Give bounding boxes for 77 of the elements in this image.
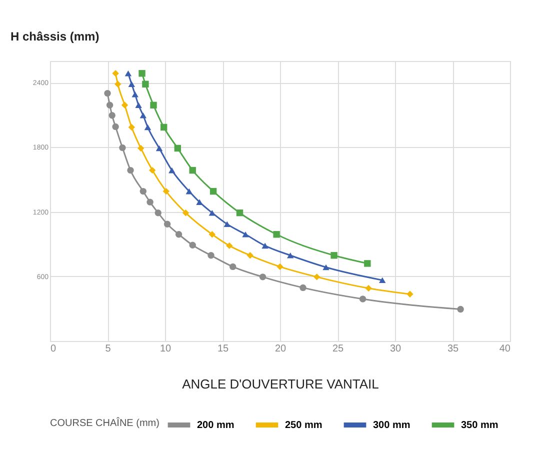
point <box>186 188 193 194</box>
point <box>259 274 266 280</box>
point <box>229 263 236 270</box>
point <box>189 242 196 248</box>
point <box>276 263 284 270</box>
point <box>114 80 122 88</box>
point <box>365 284 372 292</box>
point <box>154 210 162 216</box>
point <box>144 124 152 130</box>
point <box>313 274 320 280</box>
x-tick-label: 30 <box>390 344 402 354</box>
point <box>168 167 176 174</box>
x-tick-label: 0 <box>50 344 56 354</box>
x-tick-label: 25 <box>332 344 344 354</box>
point <box>406 290 414 298</box>
point <box>121 102 128 109</box>
x-tick-label: 5 <box>105 344 112 354</box>
point <box>322 264 330 270</box>
point <box>242 231 249 238</box>
point <box>164 220 171 228</box>
point <box>262 242 268 249</box>
point <box>128 124 136 131</box>
point <box>208 231 216 238</box>
x-tick-label: 20 <box>274 344 286 354</box>
point <box>112 70 119 77</box>
point <box>135 102 142 108</box>
point <box>156 145 163 152</box>
point <box>138 70 146 77</box>
point <box>124 70 132 76</box>
point <box>208 252 214 259</box>
point <box>112 123 119 130</box>
point <box>128 81 136 88</box>
point <box>174 144 182 152</box>
x-tick-label: 15 <box>217 344 229 354</box>
point <box>300 284 306 292</box>
point <box>137 144 144 152</box>
point <box>286 252 294 258</box>
point <box>246 252 254 259</box>
legend-title: COURSE CHAÎNE (mm) <box>50 417 160 429</box>
point <box>132 91 138 98</box>
point <box>378 277 386 284</box>
point <box>226 242 233 250</box>
y-axis-title: H châssis (mm) <box>10 30 100 44</box>
point <box>127 166 134 174</box>
point <box>182 209 190 216</box>
point <box>210 188 217 195</box>
point <box>330 252 338 259</box>
x-tick-label: 40 <box>499 344 511 354</box>
point <box>224 221 230 228</box>
point <box>162 188 170 195</box>
point <box>104 90 111 97</box>
point <box>160 124 168 131</box>
point <box>108 112 116 119</box>
point <box>146 198 154 206</box>
point <box>196 199 203 205</box>
point <box>189 166 196 174</box>
point <box>148 166 156 174</box>
x-axis-title: ANGLE D'OUVERTURE VANTAIL <box>182 376 379 392</box>
point <box>119 144 126 152</box>
point <box>236 209 244 216</box>
point <box>140 112 147 118</box>
point <box>106 102 114 108</box>
point <box>457 306 464 313</box>
point <box>175 231 182 238</box>
legend-label: 350 mm <box>461 420 498 431</box>
x-tick-label: 35 <box>447 344 459 354</box>
point <box>364 260 371 267</box>
legend-label: 300 mm <box>373 420 410 431</box>
point <box>150 102 157 109</box>
point <box>273 231 280 238</box>
point <box>359 296 366 302</box>
legend-label: 200 mm <box>197 420 234 431</box>
point <box>140 188 147 195</box>
legend-label: 250 mm <box>285 420 322 431</box>
point <box>142 80 149 88</box>
x-tick-label: 10 <box>160 344 172 354</box>
point <box>208 210 216 216</box>
